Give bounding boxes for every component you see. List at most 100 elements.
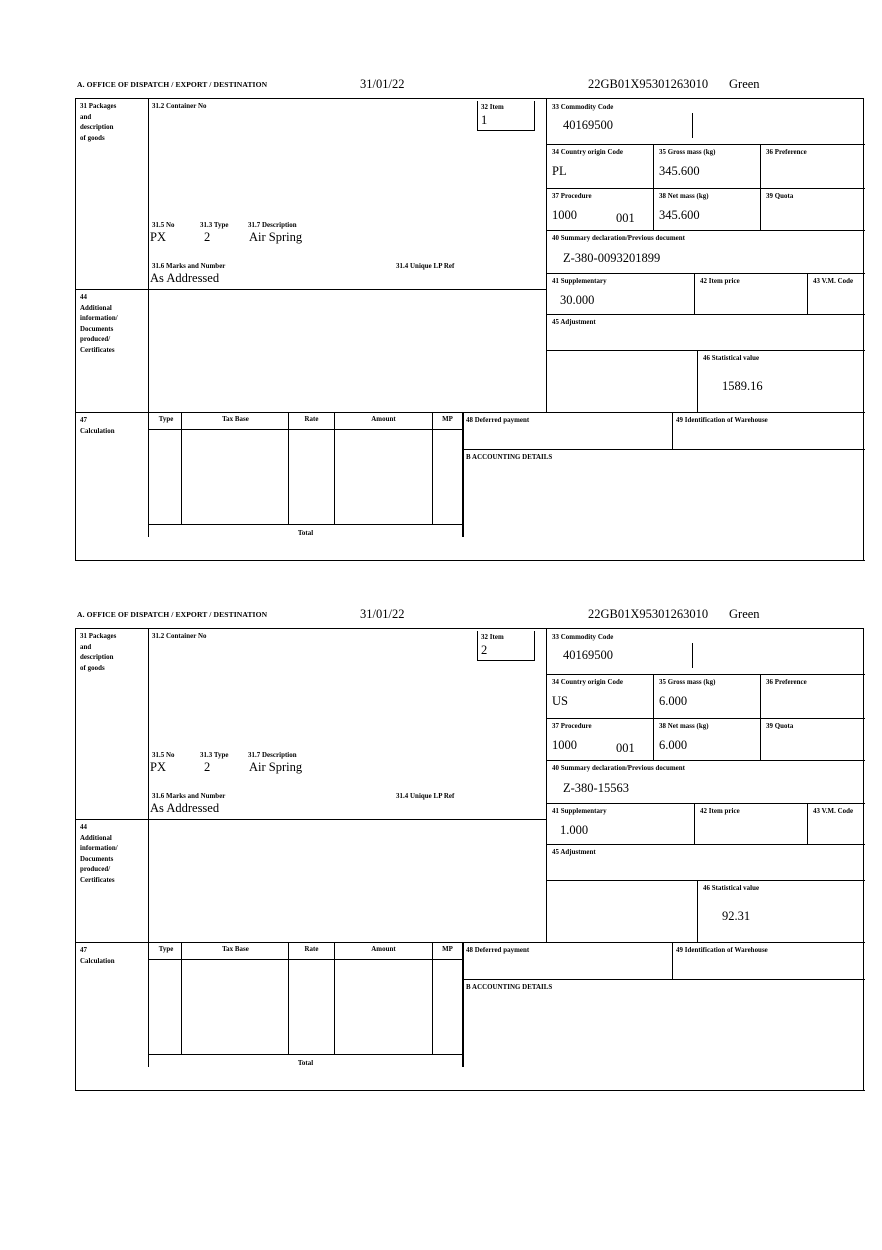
box-41-supplementary: 41 Supplementary 30.000 (552, 278, 607, 307)
divider-34-35 (653, 674, 654, 760)
box-33-commodity-code: 33 Commodity Code 40169500 (552, 104, 614, 132)
box-31-7-label: 31.7 Description (248, 752, 297, 759)
form-body: 31 Packages and description of goods 31.… (75, 628, 865, 1091)
box-31-3-value: 2 (204, 230, 211, 244)
box-36-preference: 36 Preference (766, 149, 807, 156)
divider-box31-left (148, 99, 149, 289)
office-of-dispatch-label: A. OFFICE OF DISPATCH / EXPORT / DESTINA… (77, 80, 268, 89)
box-b-accounting-details: B ACCOUNTING DETAILS (466, 984, 553, 991)
box-40-previous-document: 40 Summary declaration/Previous document… (552, 235, 685, 265)
calc-total-divider (148, 524, 463, 525)
box-39-quota: 39 Quota (766, 193, 794, 200)
box-31-3-value: 2 (204, 760, 211, 774)
box-33-separator-tick (692, 643, 693, 668)
box-46-statistical-value: 46 Statistical value 92.31 (703, 885, 760, 923)
box-38-net-mass: 38 Net mass (kg) 345.600 (659, 193, 709, 222)
box-31-label: 31 Packages and description of goods (80, 103, 117, 142)
box-31-7-value: Air Spring (249, 230, 303, 244)
box-31-7-label: 31.7 Description (248, 222, 297, 229)
calc-col-amount: Amount (371, 416, 396, 423)
calc-sep-1 (181, 412, 182, 524)
calculation-table (148, 412, 463, 537)
box-41-supplementary: 41 Supplementary 1.000 (552, 808, 607, 837)
divider-31-44 (76, 819, 546, 820)
box-39-quota: 39 Quota (766, 723, 794, 730)
box-31-5-label: 31.5 No (152, 222, 175, 229)
form-header: A. OFFICE OF DISPATCH / EXPORT / DESTINA… (75, 77, 864, 98)
form-header: A. OFFICE OF DISPATCH / EXPORT / DESTINA… (75, 607, 864, 628)
divider-34-37 (546, 718, 865, 719)
box-33-separator-tick (692, 113, 693, 138)
divider-box44-left (148, 289, 149, 412)
divider-41-42 (694, 803, 695, 844)
divider-48-49 (672, 942, 673, 979)
box-36-preference: 36 Preference (766, 679, 807, 686)
box-48-deferred-payment: 48 Deferred payment (466, 947, 530, 954)
divider-34-37 (546, 188, 865, 189)
box-44-label: 44 Additional information/ Documents pro… (80, 294, 118, 354)
routing-lane: Green (729, 77, 760, 91)
box-31-6-label: 31.6 Marks and Number (152, 793, 226, 800)
box-42-item-price: 42 Item price (700, 278, 740, 285)
divider-41-42 (694, 273, 695, 314)
box-31-7-value: Air Spring (249, 760, 303, 774)
calc-sep-1 (181, 942, 182, 1054)
calc-total-divider (148, 1054, 463, 1055)
box-49-warehouse: 49 Identification of Warehouse (676, 417, 768, 424)
box-31-6-label: 31.6 Marks and Number (152, 263, 226, 270)
divider-33-34 (546, 674, 865, 675)
divider-45-46 (546, 880, 865, 881)
divider-48-b (463, 449, 865, 450)
divider-above-47 (76, 942, 865, 943)
calc-sep-4 (432, 942, 433, 1054)
box-47-label: 47 Calculation (80, 417, 115, 435)
calc-sep-2 (288, 942, 289, 1054)
box-37-procedure: 37 Procedure 1000 (552, 193, 592, 222)
divider-48-49 (672, 412, 673, 449)
divider-left-right (546, 99, 547, 412)
calc-sep-4 (432, 412, 433, 524)
sad-form-item-2: A. OFFICE OF DISPATCH / EXPORT / DESTINA… (75, 607, 865, 1091)
box-32-item: 32 Item 2 (477, 631, 535, 661)
calc-col-mp: MP (442, 946, 453, 953)
mrn-number: 22GB01X95301263010 (588, 77, 709, 91)
calc-col-tax-base: Tax Base (222, 416, 249, 423)
box-31-6-value: As Addressed (150, 801, 220, 815)
calc-total-label: Total (297, 1060, 314, 1067)
box-31-3-label: 31.3 Type (200, 222, 229, 229)
calc-col-amount: Amount (371, 946, 396, 953)
box-31-5-value: PX (150, 230, 166, 244)
box-31-2-label: 31.2 Container No (152, 103, 207, 110)
box-43-vm-code: 43 V.M. Code (813, 808, 854, 815)
box-33-commodity-code: 33 Commodity Code 40169500 (552, 634, 614, 662)
box-31-5-value: PX (150, 760, 166, 774)
divider-35-36 (760, 674, 761, 760)
calc-col-mp: MP (442, 416, 453, 423)
divider-37-40 (546, 230, 865, 231)
mrn-number: 22GB01X95301263010 (588, 607, 709, 621)
box-35-gross-mass: 35 Gross mass (kg) 345.600 (659, 149, 716, 178)
box-48-deferred-payment: 48 Deferred payment (466, 417, 530, 424)
box-37-procedure-additional: 001 (616, 211, 635, 225)
divider-40-41 (546, 803, 865, 804)
divider-33-34 (546, 144, 865, 145)
box-31-3-label: 31.3 Type (200, 752, 229, 759)
box-31-4-label: 31.4 Unique LP Ref (396, 263, 455, 270)
sad-form-item-1: A. OFFICE OF DISPATCH / EXPORT / DESTINA… (75, 77, 865, 561)
box-47-label: 47 Calculation (80, 947, 115, 965)
box-31-2-label: 31.2 Container No (152, 633, 207, 640)
box-45-adjustment: 45 Adjustment (552, 849, 596, 856)
form-body: 31 Packages and description of goods 31.… (75, 98, 865, 561)
box-31-5-label: 31.5 No (152, 752, 175, 759)
divider-42-43 (807, 803, 808, 844)
calc-col-rate: Rate (304, 946, 319, 953)
box-31-6-value: As Addressed (150, 271, 220, 285)
calc-sep-3 (334, 412, 335, 524)
box-40-previous-document: 40 Summary declaration/Previous document… (552, 765, 685, 795)
box-43-vm-code: 43 V.M. Code (813, 278, 854, 285)
dotted-divider-top (546, 350, 698, 351)
box-38-net-mass: 38 Net mass (kg) 6.000 (659, 723, 709, 752)
declaration-date: 31/01/22 (360, 77, 405, 91)
divider-41-45 (546, 314, 865, 315)
box-44-label: 44 Additional information/ Documents pro… (80, 824, 118, 884)
